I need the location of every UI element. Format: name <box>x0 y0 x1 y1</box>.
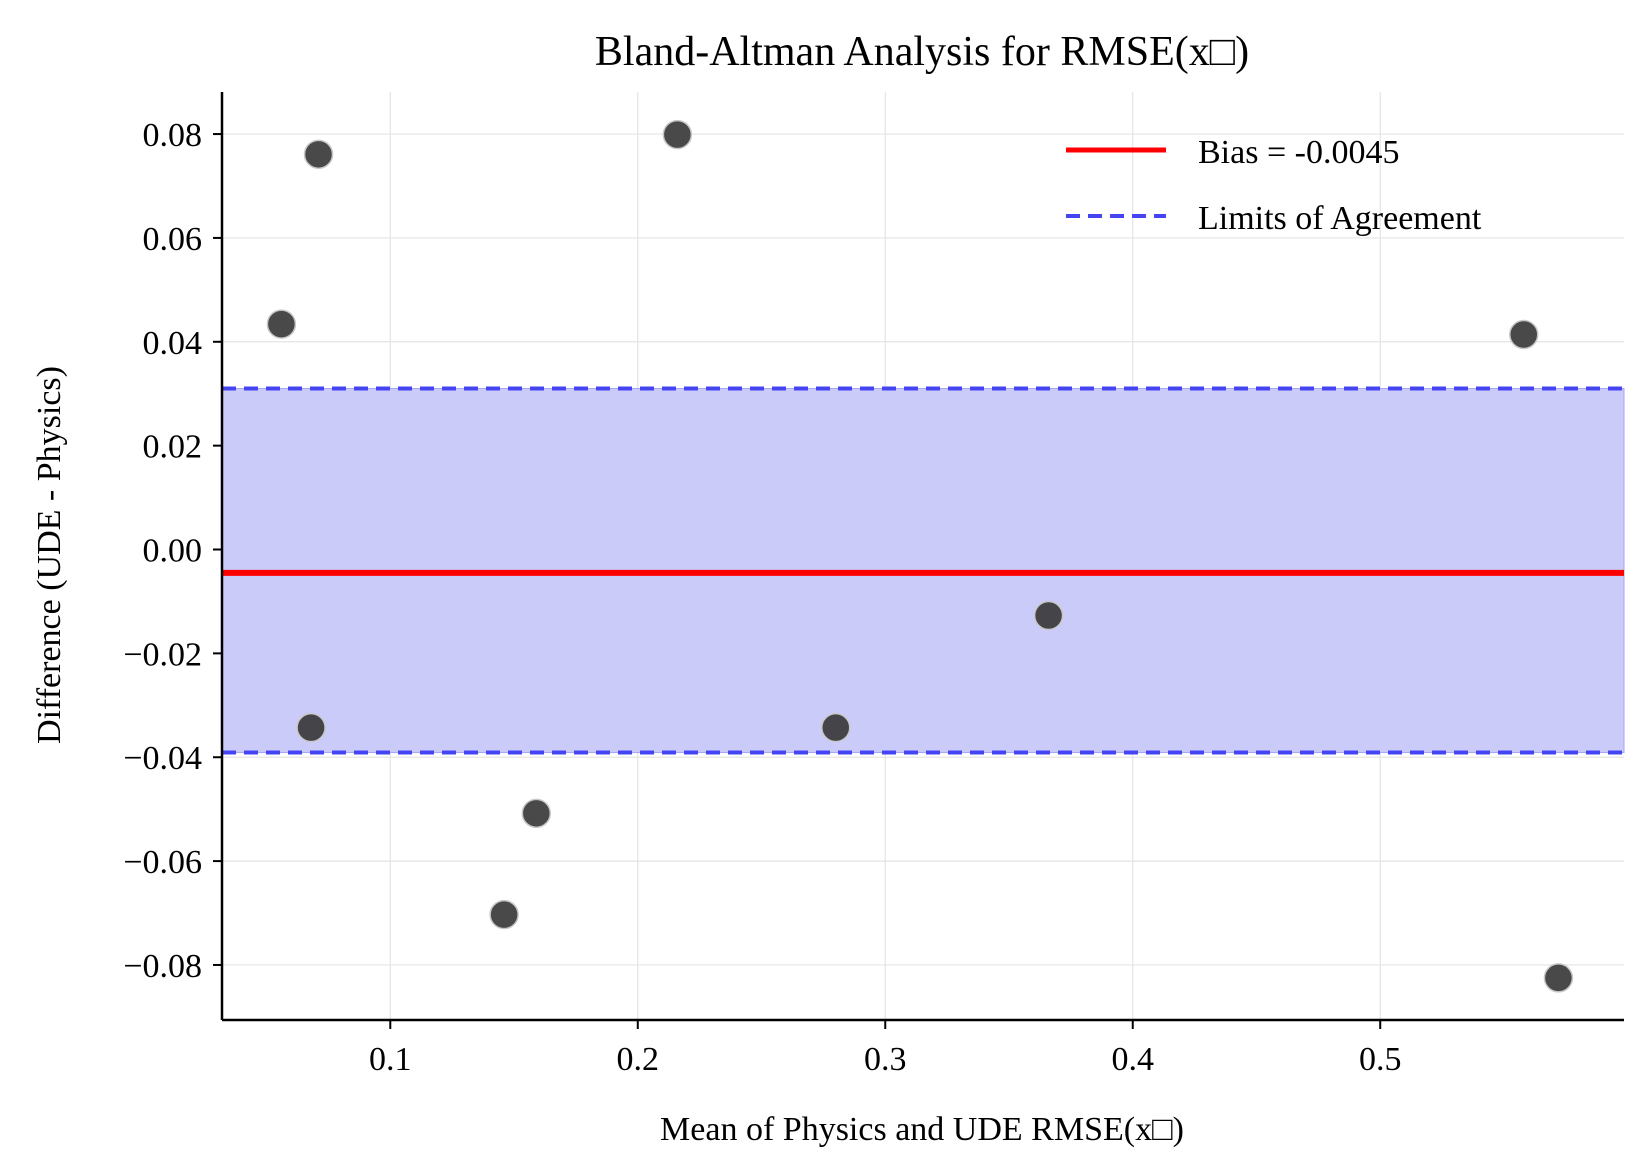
y-tick-label: −0.08 <box>123 948 202 985</box>
y-tick-label: 0.00 <box>143 533 203 570</box>
data-point <box>1543 963 1574 993</box>
data-point <box>521 798 552 829</box>
x-tick-label: 0.3 <box>864 1041 907 1078</box>
legend: Bias = -0.0045 Limits of Agreement <box>1066 134 1482 237</box>
data-point <box>266 309 297 339</box>
chart-title: Bland-Altman Analysis for RMSE(x□) <box>595 29 1249 75</box>
data-point <box>1033 600 1064 631</box>
y-axis-label: Difference (UDE - Physics) <box>31 366 68 744</box>
y-tick-label: 0.08 <box>143 117 203 154</box>
y-tick-label: 0.06 <box>143 221 203 258</box>
y-tick-label: −0.02 <box>123 636 202 673</box>
data-point <box>296 712 326 743</box>
legend-bias-label: Bias = -0.0045 <box>1198 134 1399 171</box>
data-point <box>489 899 519 930</box>
x-tick-label: 0.2 <box>617 1041 660 1078</box>
data-point <box>303 139 334 170</box>
legend-loa-label: Limits of Agreement <box>1198 200 1482 237</box>
x-tick-label: 0.4 <box>1111 1041 1154 1078</box>
x-axis-label: Mean of Physics and UDE RMSE(x□) <box>660 1111 1184 1148</box>
x-tick-label: 0.5 <box>1359 1041 1402 1078</box>
x-tick-label: 0.1 <box>369 1041 412 1078</box>
tick-labels: 0.1 0.2 0.3 0.4 0.5 0.08 0.06 0.04 0.02 0.00 −0.02… <box>123 117 1401 1078</box>
y-tick-label: −0.04 <box>123 740 202 777</box>
data-points <box>266 119 1574 993</box>
axes <box>220 92 1624 1022</box>
y-tick-label: 0.04 <box>143 325 203 362</box>
data-point <box>662 119 693 150</box>
y-tick-label: 0.02 <box>143 429 203 466</box>
data-point <box>1509 319 1539 350</box>
y-tick-label: −0.06 <box>123 844 202 881</box>
data-point <box>821 712 851 743</box>
